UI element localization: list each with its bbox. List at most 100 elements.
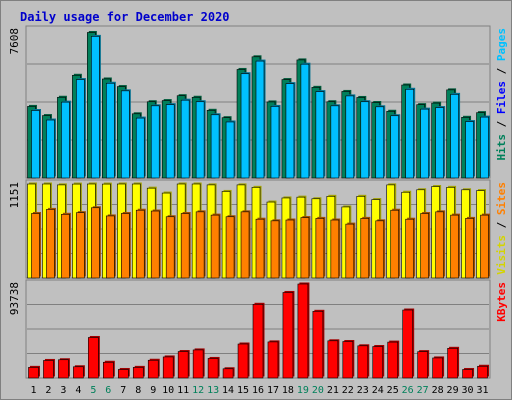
x-label-30: 30 xyxy=(462,385,474,396)
bar-sites-20 xyxy=(315,218,325,279)
bar-files-6 xyxy=(106,82,115,179)
x-label-24: 24 xyxy=(372,385,384,396)
bar-kbytes-26 xyxy=(402,309,413,379)
bar-kbytes-11 xyxy=(177,351,189,379)
bar-kbytes-9 xyxy=(147,359,159,379)
bar-sites-19 xyxy=(300,217,310,279)
bar-sites-18 xyxy=(285,219,295,279)
panel-top-legend-part-0: Hits xyxy=(495,134,508,161)
x-label-1: 1 xyxy=(30,385,36,396)
x-label-14: 14 xyxy=(222,385,234,396)
bar-sites-14 xyxy=(225,216,235,279)
bar-kbytes-4 xyxy=(73,366,84,379)
bar-files-3 xyxy=(61,101,70,179)
bar-kbytes-27 xyxy=(417,351,428,379)
panel-bottom-legend: KBytes xyxy=(495,282,508,322)
bar-sites-24 xyxy=(375,220,385,279)
bar-kbytes-6 xyxy=(103,361,114,379)
panel-bottom-legend-part-0: KBytes xyxy=(495,282,508,322)
bar-files-8 xyxy=(135,117,145,179)
x-label-9: 9 xyxy=(150,385,156,396)
bar-kbytes-15 xyxy=(237,343,249,379)
bar-kbytes-28 xyxy=(432,357,443,379)
bar-files-7 xyxy=(120,90,130,179)
bar-sites-9 xyxy=(150,210,160,279)
x-label-2: 2 xyxy=(45,385,51,396)
bar-sites-11 xyxy=(180,213,190,279)
panel-top: 7608 Hits / Files / Pages xyxy=(8,25,508,179)
bar-files-29 xyxy=(450,94,459,179)
bar-files-11 xyxy=(180,99,190,179)
x-label-21: 21 xyxy=(327,385,339,396)
bar-sites-21 xyxy=(330,219,340,279)
bar-files-12 xyxy=(195,101,205,179)
bar-files-31 xyxy=(480,116,489,179)
bar-files-17 xyxy=(270,106,280,179)
bar-sites-28 xyxy=(435,211,444,279)
panel-middle-legend-part-0: Visits xyxy=(495,235,508,275)
bar-kbytes-14 xyxy=(222,368,234,379)
panel-middle-legend: Visits / Sites xyxy=(495,182,508,275)
bar-sites-2 xyxy=(46,209,55,279)
x-label-18: 18 xyxy=(282,385,294,396)
panel-middle-ymax-label: 1151 xyxy=(8,182,21,209)
x-label-15: 15 xyxy=(237,385,249,396)
bar-kbytes-19 xyxy=(297,283,309,379)
panel-top-ymax-label: 7608 xyxy=(8,28,21,55)
bar-sites-29 xyxy=(450,214,459,279)
chart-panels: 7608 Hits / Files / Pages 1151 Visits / Sit… xyxy=(8,25,508,379)
x-label-10: 10 xyxy=(162,385,174,396)
x-label-8: 8 xyxy=(135,385,141,396)
bar-sites-10 xyxy=(165,216,175,279)
bar-files-23 xyxy=(360,101,370,179)
x-label-12: 12 xyxy=(192,385,204,396)
x-label-5: 5 xyxy=(90,385,96,396)
x-label-6: 6 xyxy=(105,385,111,396)
bar-sites-8 xyxy=(135,209,145,279)
bar-sites-15 xyxy=(240,211,250,279)
bar-kbytes-31 xyxy=(477,365,488,379)
bar-sites-23 xyxy=(360,218,370,279)
bar-sites-30 xyxy=(465,218,474,279)
bar-files-10 xyxy=(165,104,175,179)
x-axis-labels: 1 2 3 4 5 6 7 8 9 10 11 12 13 14 15 16 17 18 19 20 21 22 23 24 2… xyxy=(30,385,488,396)
panel-top-legend-part-1: / xyxy=(495,114,508,134)
panel-top-legend-part-2: Files xyxy=(495,81,508,114)
bar-kbytes-2 xyxy=(43,360,54,379)
chart-title: Daily usage for December 2020 xyxy=(20,10,230,24)
x-label-27: 27 xyxy=(417,385,429,396)
panel-middle-legend-part-2: Sites xyxy=(495,182,508,215)
panel-top-legend-part-3: / xyxy=(495,61,508,81)
bar-files-14 xyxy=(225,121,235,179)
x-label-13: 13 xyxy=(207,385,219,396)
bar-kbytes-20 xyxy=(312,311,324,379)
bar-files-25 xyxy=(390,115,400,179)
bar-files-28 xyxy=(435,107,444,179)
panel-middle: 1151 Visits / Sites xyxy=(8,179,508,279)
x-label-29: 29 xyxy=(447,385,459,396)
bar-sites-1 xyxy=(31,213,40,279)
bar-files-20 xyxy=(315,91,325,179)
bar-kbytes-13 xyxy=(207,358,219,379)
bar-sites-13 xyxy=(210,214,220,279)
bar-sites-17 xyxy=(270,220,280,279)
bar-kbytes-12 xyxy=(192,349,204,379)
x-label-20: 20 xyxy=(312,385,324,396)
panel-top-legend-part-4: Pages xyxy=(495,28,508,61)
bar-files-19 xyxy=(300,63,310,179)
bar-sites-31 xyxy=(480,214,489,279)
x-label-7: 7 xyxy=(120,385,126,396)
bar-sites-7 xyxy=(120,213,130,279)
bar-files-15 xyxy=(240,73,250,179)
x-label-23: 23 xyxy=(357,385,369,396)
bar-kbytes-7 xyxy=(117,369,129,379)
bar-files-30 xyxy=(465,121,474,179)
panel-top-legend: Hits / Files / Pages xyxy=(495,28,508,161)
x-label-25: 25 xyxy=(387,385,399,396)
bar-kbytes-16 xyxy=(252,303,264,379)
bar-kbytes-10 xyxy=(162,356,174,379)
panel-bottom: 93738 KBytes xyxy=(8,279,508,379)
bar-kbytes-1 xyxy=(28,367,39,379)
